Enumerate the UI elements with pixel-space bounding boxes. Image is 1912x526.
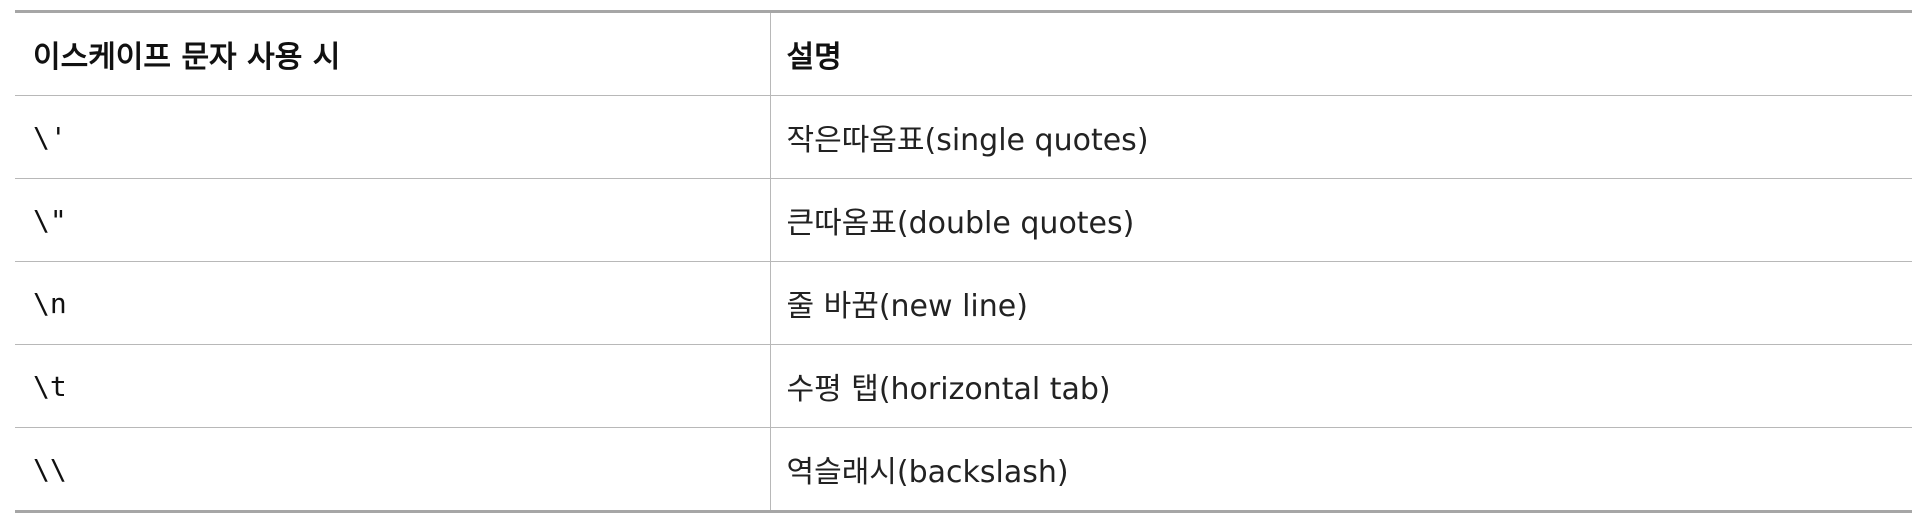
escape-sequence-cell: \t bbox=[15, 344, 770, 428]
description-cell: 역슬래시(backslash) bbox=[769, 427, 1912, 512]
escape-sequence-cell: \' bbox=[15, 95, 770, 179]
escape-sequence-cell: \" bbox=[15, 178, 770, 262]
table-row: \\ 역슬래시(backslash) bbox=[15, 427, 1912, 512]
table-row: \' 작은따옴표(single quotes) bbox=[15, 95, 1912, 179]
escape-characters-table: 이스케이프 문자 사용 시 설명 \' 작은따옴표(single quotes)… bbox=[15, 10, 1912, 513]
description-cell: 수평 탭(horizontal tab) bbox=[769, 344, 1912, 428]
header-escape-usage: 이스케이프 문자 사용 시 bbox=[15, 11, 770, 96]
description-cell: 줄 바꿈(new line) bbox=[769, 261, 1912, 345]
escape-sequence-cell: \\ bbox=[33, 452, 67, 486]
description-cell: 작은따옴표(single quotes) bbox=[769, 95, 1912, 179]
table-row: \" 큰따옴표(double quotes) bbox=[15, 178, 1912, 262]
table-header-row: 이스케이프 문자 사용 시 설명 bbox=[15, 11, 1912, 96]
table-row: \n 줄 바꿈(new line) bbox=[15, 261, 1912, 345]
table-row: \t 수평 탭(horizontal tab) bbox=[15, 344, 1912, 428]
header-description: 설명 bbox=[769, 11, 1912, 96]
description-cell: 큰따옴표(double quotes) bbox=[769, 178, 1912, 262]
escape-characters-table-container: 이스케이프 문자 사용 시 설명 \' 작은따옴표(single quotes)… bbox=[15, 10, 1912, 513]
escape-sequence-cell: \n bbox=[15, 261, 770, 345]
